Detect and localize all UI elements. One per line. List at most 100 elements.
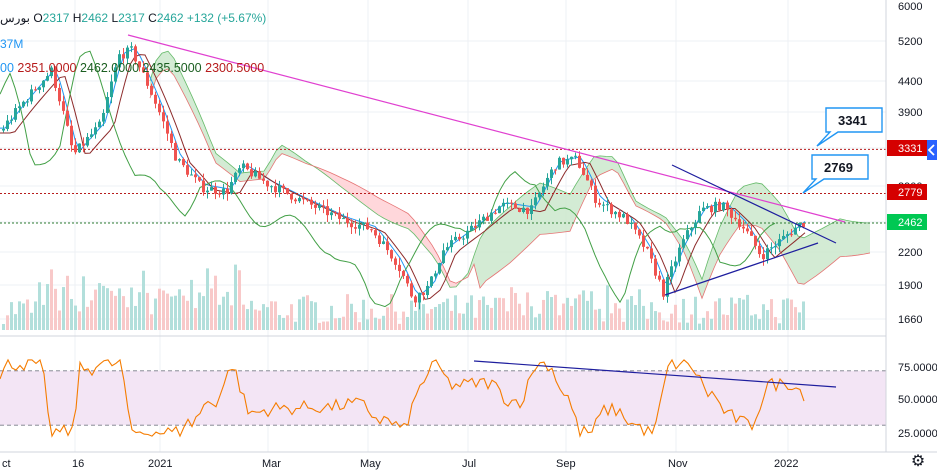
candle-body bbox=[286, 188, 289, 194]
candle-body bbox=[42, 80, 45, 88]
candle-body bbox=[742, 226, 745, 229]
candle-body bbox=[114, 67, 117, 82]
candle-body bbox=[770, 247, 773, 249]
candle-body bbox=[482, 216, 485, 221]
candle-body bbox=[450, 240, 453, 248]
candle-body bbox=[166, 121, 169, 134]
candle-body bbox=[302, 198, 305, 200]
candle-body bbox=[774, 246, 777, 248]
candle-body bbox=[102, 112, 105, 122]
time-tick-label: ct bbox=[2, 458, 11, 470]
candle-body bbox=[758, 245, 761, 255]
candle-body bbox=[398, 264, 401, 272]
candle-body bbox=[458, 236, 461, 240]
symbol-name[interactable]: بورس bbox=[0, 11, 30, 25]
close-label: C bbox=[148, 11, 157, 25]
rsi-tick-label: 50.0000 bbox=[898, 394, 937, 406]
ichimoku-cloud bbox=[150, 51, 870, 299]
candle-body bbox=[318, 205, 321, 208]
candle-body bbox=[682, 239, 685, 248]
candle-body bbox=[558, 157, 561, 170]
candle-body bbox=[274, 186, 277, 193]
open-value: 2317 bbox=[42, 11, 70, 25]
low-label: L bbox=[111, 11, 119, 25]
candle-body bbox=[602, 204, 605, 206]
candle-body bbox=[74, 145, 77, 153]
candle-body bbox=[626, 214, 629, 224]
candle-body bbox=[754, 235, 757, 246]
candle-body bbox=[154, 94, 157, 104]
candle-body bbox=[702, 207, 705, 212]
candle-body bbox=[414, 296, 417, 303]
candle-body bbox=[22, 101, 25, 107]
close-value: 2462 bbox=[156, 11, 184, 25]
gear-icon[interactable]: ⚙ bbox=[910, 453, 926, 470]
price-label-box bbox=[887, 184, 927, 200]
price-tick-label: 6000 bbox=[898, 1, 922, 13]
rsi-axis[interactable]: 75.0000 50.0000 25.0000 bbox=[898, 362, 937, 440]
candle-body bbox=[466, 230, 469, 239]
lagging-span-line bbox=[0, 50, 776, 308]
candle-body bbox=[566, 159, 569, 165]
candle-body bbox=[714, 201, 717, 213]
time-tick-label: Mar bbox=[262, 458, 281, 470]
candle-body bbox=[446, 247, 449, 251]
candle-body bbox=[194, 174, 197, 178]
candle-body bbox=[574, 155, 577, 157]
collapse-arrow-icon[interactable] bbox=[927, 140, 937, 160]
price-axis[interactable]: 6000520044003900333129002779246222001900… bbox=[887, 1, 927, 326]
candle-body bbox=[382, 241, 385, 244]
candle-body bbox=[358, 224, 361, 229]
candle-body bbox=[254, 171, 257, 177]
candle-body bbox=[638, 229, 641, 236]
time-tick-label: 16 bbox=[72, 458, 84, 470]
price-tick-label: 3900 bbox=[898, 107, 922, 119]
ichimoku-legend: 00 2351.0000 2462.0000 2435.5000 2300.50… bbox=[0, 61, 264, 75]
price-tick-label: 4400 bbox=[898, 76, 922, 88]
candle-body bbox=[362, 222, 365, 225]
candle-body bbox=[146, 72, 149, 86]
rsi-tick-label: 25.0000 bbox=[898, 428, 937, 440]
candle-body bbox=[270, 186, 273, 188]
candle-body bbox=[442, 250, 445, 264]
candle-body bbox=[614, 211, 617, 215]
candle-body bbox=[666, 276, 669, 297]
candle-body bbox=[474, 225, 477, 228]
candle-body bbox=[498, 206, 501, 214]
candle-body bbox=[426, 285, 429, 296]
candle-body bbox=[10, 119, 13, 121]
candle-body bbox=[158, 103, 161, 113]
candle-body bbox=[230, 182, 233, 194]
ohlc-legend: بورس O2317 H2462 L2317 C2462 +132 (+5.67… bbox=[0, 11, 266, 25]
candle-body bbox=[486, 216, 489, 221]
callout-labels[interactable]: 3341 2769 bbox=[802, 107, 883, 194]
rsi-divergence-line bbox=[473, 360, 837, 388]
candle-body bbox=[778, 239, 781, 247]
candle-body bbox=[610, 204, 613, 215]
time-tick-label: May bbox=[360, 458, 381, 470]
time-axis[interactable]: ct 16 2021 Mar May Jul Sep Nov 2022 bbox=[2, 458, 798, 470]
candle-body bbox=[186, 165, 189, 175]
candle-body bbox=[718, 201, 721, 211]
price-level-label: 2779 bbox=[898, 187, 922, 199]
price-tick-label: 1900 bbox=[898, 280, 922, 292]
candle-body bbox=[126, 47, 129, 59]
ichimoku-value-4: 2300.5000 bbox=[205, 61, 265, 75]
candle-body bbox=[678, 247, 681, 262]
candle-body bbox=[606, 204, 609, 206]
callout-box bbox=[802, 154, 869, 194]
candle-body bbox=[210, 187, 213, 191]
candle-body bbox=[142, 67, 145, 73]
rsi-band bbox=[0, 370, 886, 426]
candle-body bbox=[326, 206, 329, 216]
candle-body bbox=[310, 199, 313, 205]
candle-body bbox=[342, 218, 345, 220]
candle-body bbox=[406, 275, 409, 284]
candle-body bbox=[134, 46, 137, 62]
trend-lines bbox=[127, 34, 846, 296]
rsi-line bbox=[0, 358, 805, 438]
candle-body bbox=[106, 97, 109, 113]
candle-body bbox=[690, 227, 693, 231]
price-label-box bbox=[887, 140, 927, 156]
